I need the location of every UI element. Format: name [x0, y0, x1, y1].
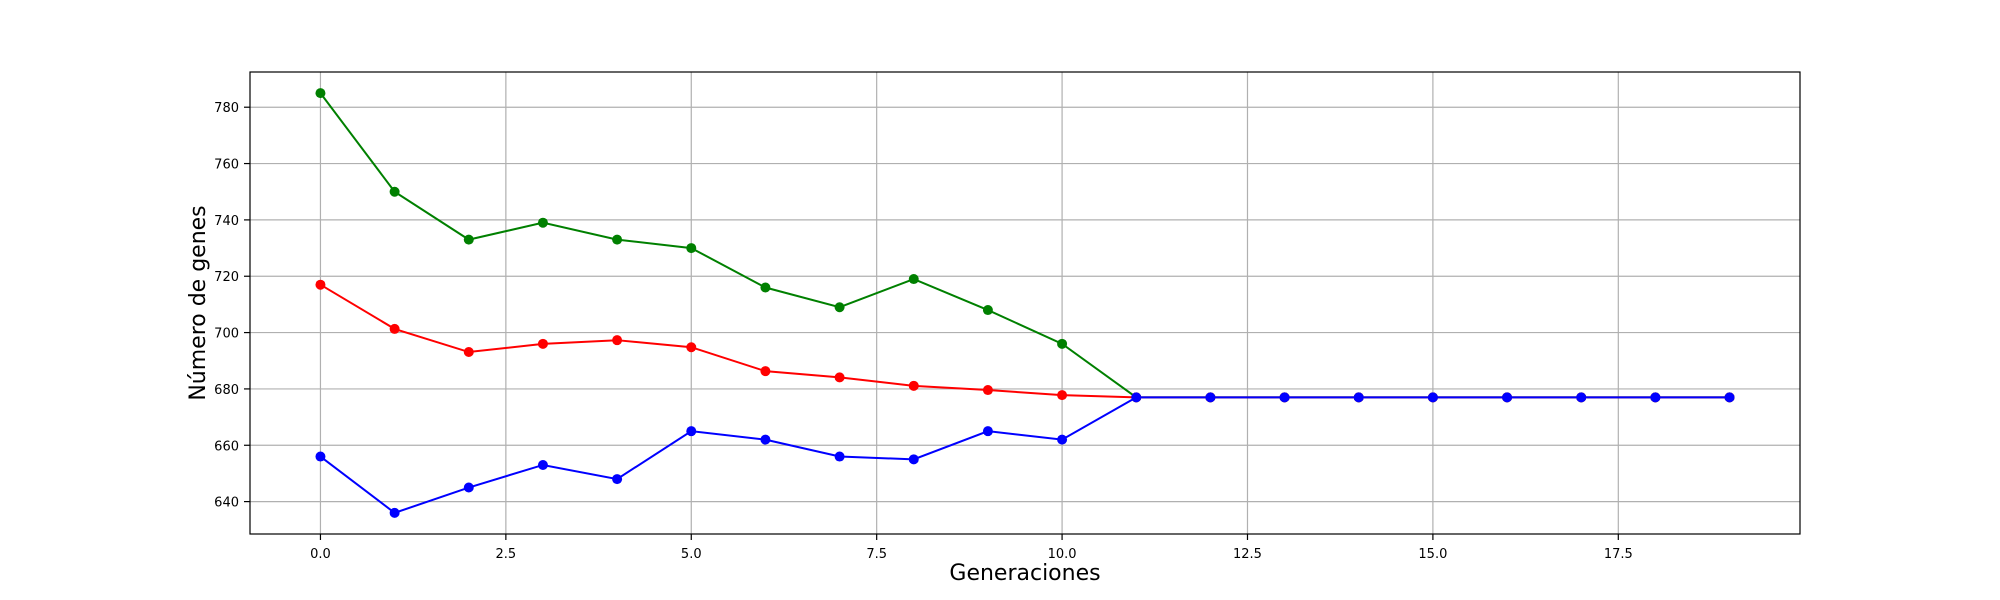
x-tick-label: 17.5	[1604, 547, 1633, 562]
data-point	[686, 426, 697, 437]
data-point	[1057, 338, 1068, 349]
data-point	[1205, 392, 1216, 403]
x-tick-label: 10.0	[1048, 547, 1077, 562]
x-tick-label: 15.0	[1418, 547, 1447, 562]
x-tick-label: 2.5	[496, 547, 517, 562]
data-point	[1131, 392, 1142, 403]
data-point	[908, 380, 919, 391]
data-point	[463, 234, 474, 245]
y-tick-label: 760	[214, 158, 239, 173]
data-point	[1353, 392, 1364, 403]
data-point	[982, 426, 993, 437]
x-tick-label: 0.0	[310, 547, 331, 562]
x-tick-label: 12.5	[1233, 547, 1262, 562]
data-point	[315, 451, 326, 462]
data-point	[686, 342, 697, 353]
data-point	[834, 302, 845, 313]
plot-frame	[249, 71, 1801, 535]
data-point	[1650, 392, 1661, 403]
data-point	[1057, 390, 1068, 401]
data-point	[686, 243, 697, 254]
data-point	[1576, 392, 1587, 403]
data-point	[612, 474, 623, 485]
data-point	[389, 507, 400, 518]
data-point	[389, 323, 400, 334]
data-point	[982, 385, 993, 396]
y-tick-label: 780	[214, 101, 239, 116]
data-point	[908, 274, 919, 285]
data-point	[760, 434, 771, 445]
data-point	[1279, 392, 1290, 403]
x-tick-label: 7.5	[866, 547, 887, 562]
x-axis-label: Generaciones	[949, 561, 1100, 586]
data-point	[982, 305, 993, 316]
data-point	[463, 482, 474, 493]
data-point	[1057, 434, 1068, 445]
y-tick-label: 720	[214, 270, 239, 285]
data-point	[315, 88, 326, 99]
data-point	[908, 454, 919, 465]
y-tick-label: 660	[214, 439, 239, 454]
data-point	[463, 347, 474, 358]
data-point	[834, 451, 845, 462]
y-tick-label: 640	[214, 496, 239, 511]
data-point	[612, 335, 623, 346]
data-point	[537, 338, 548, 349]
data-point	[760, 282, 771, 293]
axis-ticks: 0.0 2.5 5.0 7.5 10.0 12.5 15.0 17.5 640 660 680 700…	[214, 101, 1633, 562]
y-tick-label: 680	[214, 383, 239, 398]
y-tick-label: 740	[214, 214, 239, 229]
data-point	[760, 366, 771, 377]
y-tick-label: 700	[214, 327, 239, 342]
data-point	[1502, 392, 1513, 403]
series-line	[319, 396, 1730, 514]
data-point	[1427, 392, 1438, 403]
grid	[250, 72, 1800, 534]
series-layer	[315, 88, 1735, 518]
data-point	[537, 217, 548, 228]
data-point	[315, 279, 326, 290]
series-2	[315, 392, 1735, 518]
y-axis-label: Número de genes	[186, 205, 211, 400]
data-point	[834, 372, 845, 383]
data-point	[1724, 392, 1735, 403]
data-point	[612, 234, 623, 245]
data-point	[389, 186, 400, 197]
x-tick-label: 5.0	[681, 547, 702, 562]
data-point	[537, 459, 548, 470]
